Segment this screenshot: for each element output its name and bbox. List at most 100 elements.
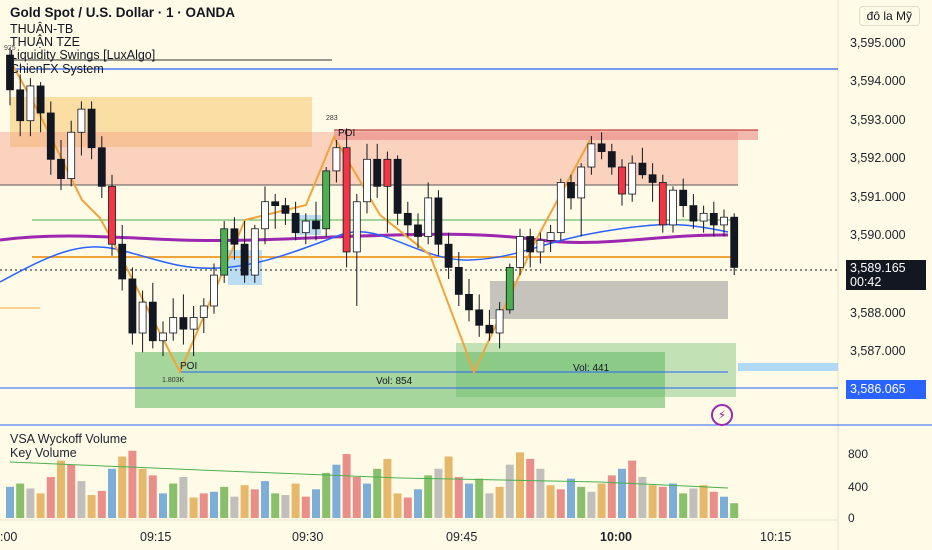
volume-bar: [424, 475, 433, 518]
volume-bar: [57, 460, 65, 518]
candle-body: [148, 301, 157, 342]
volume-bar: [301, 496, 310, 518]
volume-bar: [403, 497, 412, 518]
volume-bar: [36, 493, 45, 518]
volume-bar: [220, 486, 229, 518]
poi-zone-top: [334, 130, 758, 140]
volume-bar: [618, 468, 626, 518]
candle-body: [709, 212, 718, 226]
pivot-label: 925: [4, 45, 16, 52]
volume-pane-title[interactable]: VSA Wyckoff Volume: [10, 432, 128, 446]
flash-icon[interactable]: ⚡: [711, 404, 733, 426]
candle-body: [352, 201, 361, 253]
volume-bar: [128, 450, 137, 518]
candle-body: [77, 108, 86, 133]
volume-bar: [312, 489, 320, 518]
candle-body: [26, 85, 35, 122]
price-label-3587: 3,587.000: [850, 344, 906, 358]
volume-bar: [169, 483, 178, 518]
candle-body: [689, 205, 698, 222]
volume-bar: [597, 483, 606, 518]
volume-bar: [118, 456, 127, 518]
indicator-chienfx[interactable]: ChienFX System: [10, 62, 104, 76]
volume-bar: [587, 491, 596, 518]
candle-body: [87, 108, 96, 149]
candle-body: [434, 197, 443, 245]
volume-bar: [77, 481, 86, 518]
time-label-1015: 10:15: [760, 530, 792, 544]
candle-body: [556, 182, 565, 234]
volume-bar: [607, 475, 616, 518]
volume-bar: [291, 483, 300, 518]
price-label-3590: 3,590.000: [850, 228, 906, 242]
candle-body: [57, 158, 65, 180]
volume-bar: [699, 485, 708, 518]
price-label-3593: 3,593.000: [850, 113, 906, 127]
volume-bar: [536, 468, 545, 518]
candle-body: [271, 201, 280, 207]
volume-bar: [577, 486, 586, 518]
volume-bar: [322, 472, 331, 518]
candle-body: [414, 224, 422, 237]
volume-bar: [556, 489, 565, 518]
volume-bar: [148, 475, 157, 518]
volume-bar: [444, 456, 453, 518]
volume-bar: [546, 485, 555, 518]
volume-bar: [261, 481, 269, 518]
candle-body: [730, 216, 739, 268]
volume-bar: [250, 489, 259, 518]
candle-body: [128, 278, 137, 334]
volume-bar: [138, 468, 147, 518]
volume-bar: [281, 495, 290, 518]
candle-body: [138, 301, 147, 334]
poi-top-label: POI: [338, 128, 356, 139]
candle-body: [454, 266, 463, 295]
price-label-3595: 3,595.000: [850, 36, 906, 50]
candle-body: [342, 147, 351, 253]
candle-body: [495, 309, 504, 334]
candle-body: [210, 274, 218, 307]
volume-bar: [26, 488, 35, 518]
candle-body: [597, 143, 606, 152]
volume-axis-0: 0: [848, 511, 855, 525]
volume-axis-800: 800: [848, 447, 869, 461]
candle-body: [281, 205, 290, 214]
volume-bar: [454, 477, 463, 518]
supply-zone-orange: [10, 97, 312, 147]
volume-bar: [383, 458, 392, 518]
volume-bar: [658, 486, 667, 518]
poi-bottom-label: POI: [180, 361, 198, 372]
currency-badge[interactable]: đô la Mỹ: [858, 6, 920, 26]
indicator-thuan-tze[interactable]: THUẬN TZE: [10, 35, 80, 49]
volume-group: [6, 450, 739, 518]
candle-body: [607, 151, 616, 168]
time-label-0915: 09:15: [140, 530, 172, 544]
candle-body: [16, 89, 25, 122]
demand-zone-left: [135, 352, 665, 408]
candle-body: [179, 317, 188, 330]
volume-bar: [638, 477, 647, 518]
candle-body: [720, 216, 728, 226]
liquidity-price-tag: 3,586.065: [846, 380, 926, 399]
vol-box-right: Vol: 441: [573, 363, 610, 374]
candle-body: [97, 147, 106, 187]
volume-bar: [210, 491, 218, 518]
symbol-title[interactable]: Gold Spot / U.S. Dollar · 1 · OANDA: [10, 5, 236, 20]
volume-bar: [6, 486, 14, 518]
candle-body: [618, 166, 626, 195]
candle-body: [658, 182, 667, 226]
candle-body: [485, 324, 494, 334]
vol-box-left: Vol: 854: [376, 376, 413, 387]
indicator-liquidity-swings[interactable]: Liquidity Swings [LuxAlgo]: [10, 48, 156, 62]
candle-body: [546, 232, 555, 241]
candle-body: [536, 239, 545, 253]
candle-body: [424, 197, 433, 237]
candle-body: [363, 158, 371, 203]
candle-body: [628, 162, 637, 195]
candle-body: [6, 54, 14, 91]
volume-bar: [689, 488, 698, 518]
indicator-thuan-tb[interactable]: THUẬN-TB: [10, 22, 74, 36]
volume-bar: [720, 496, 728, 518]
volume-bar: [414, 489, 422, 518]
